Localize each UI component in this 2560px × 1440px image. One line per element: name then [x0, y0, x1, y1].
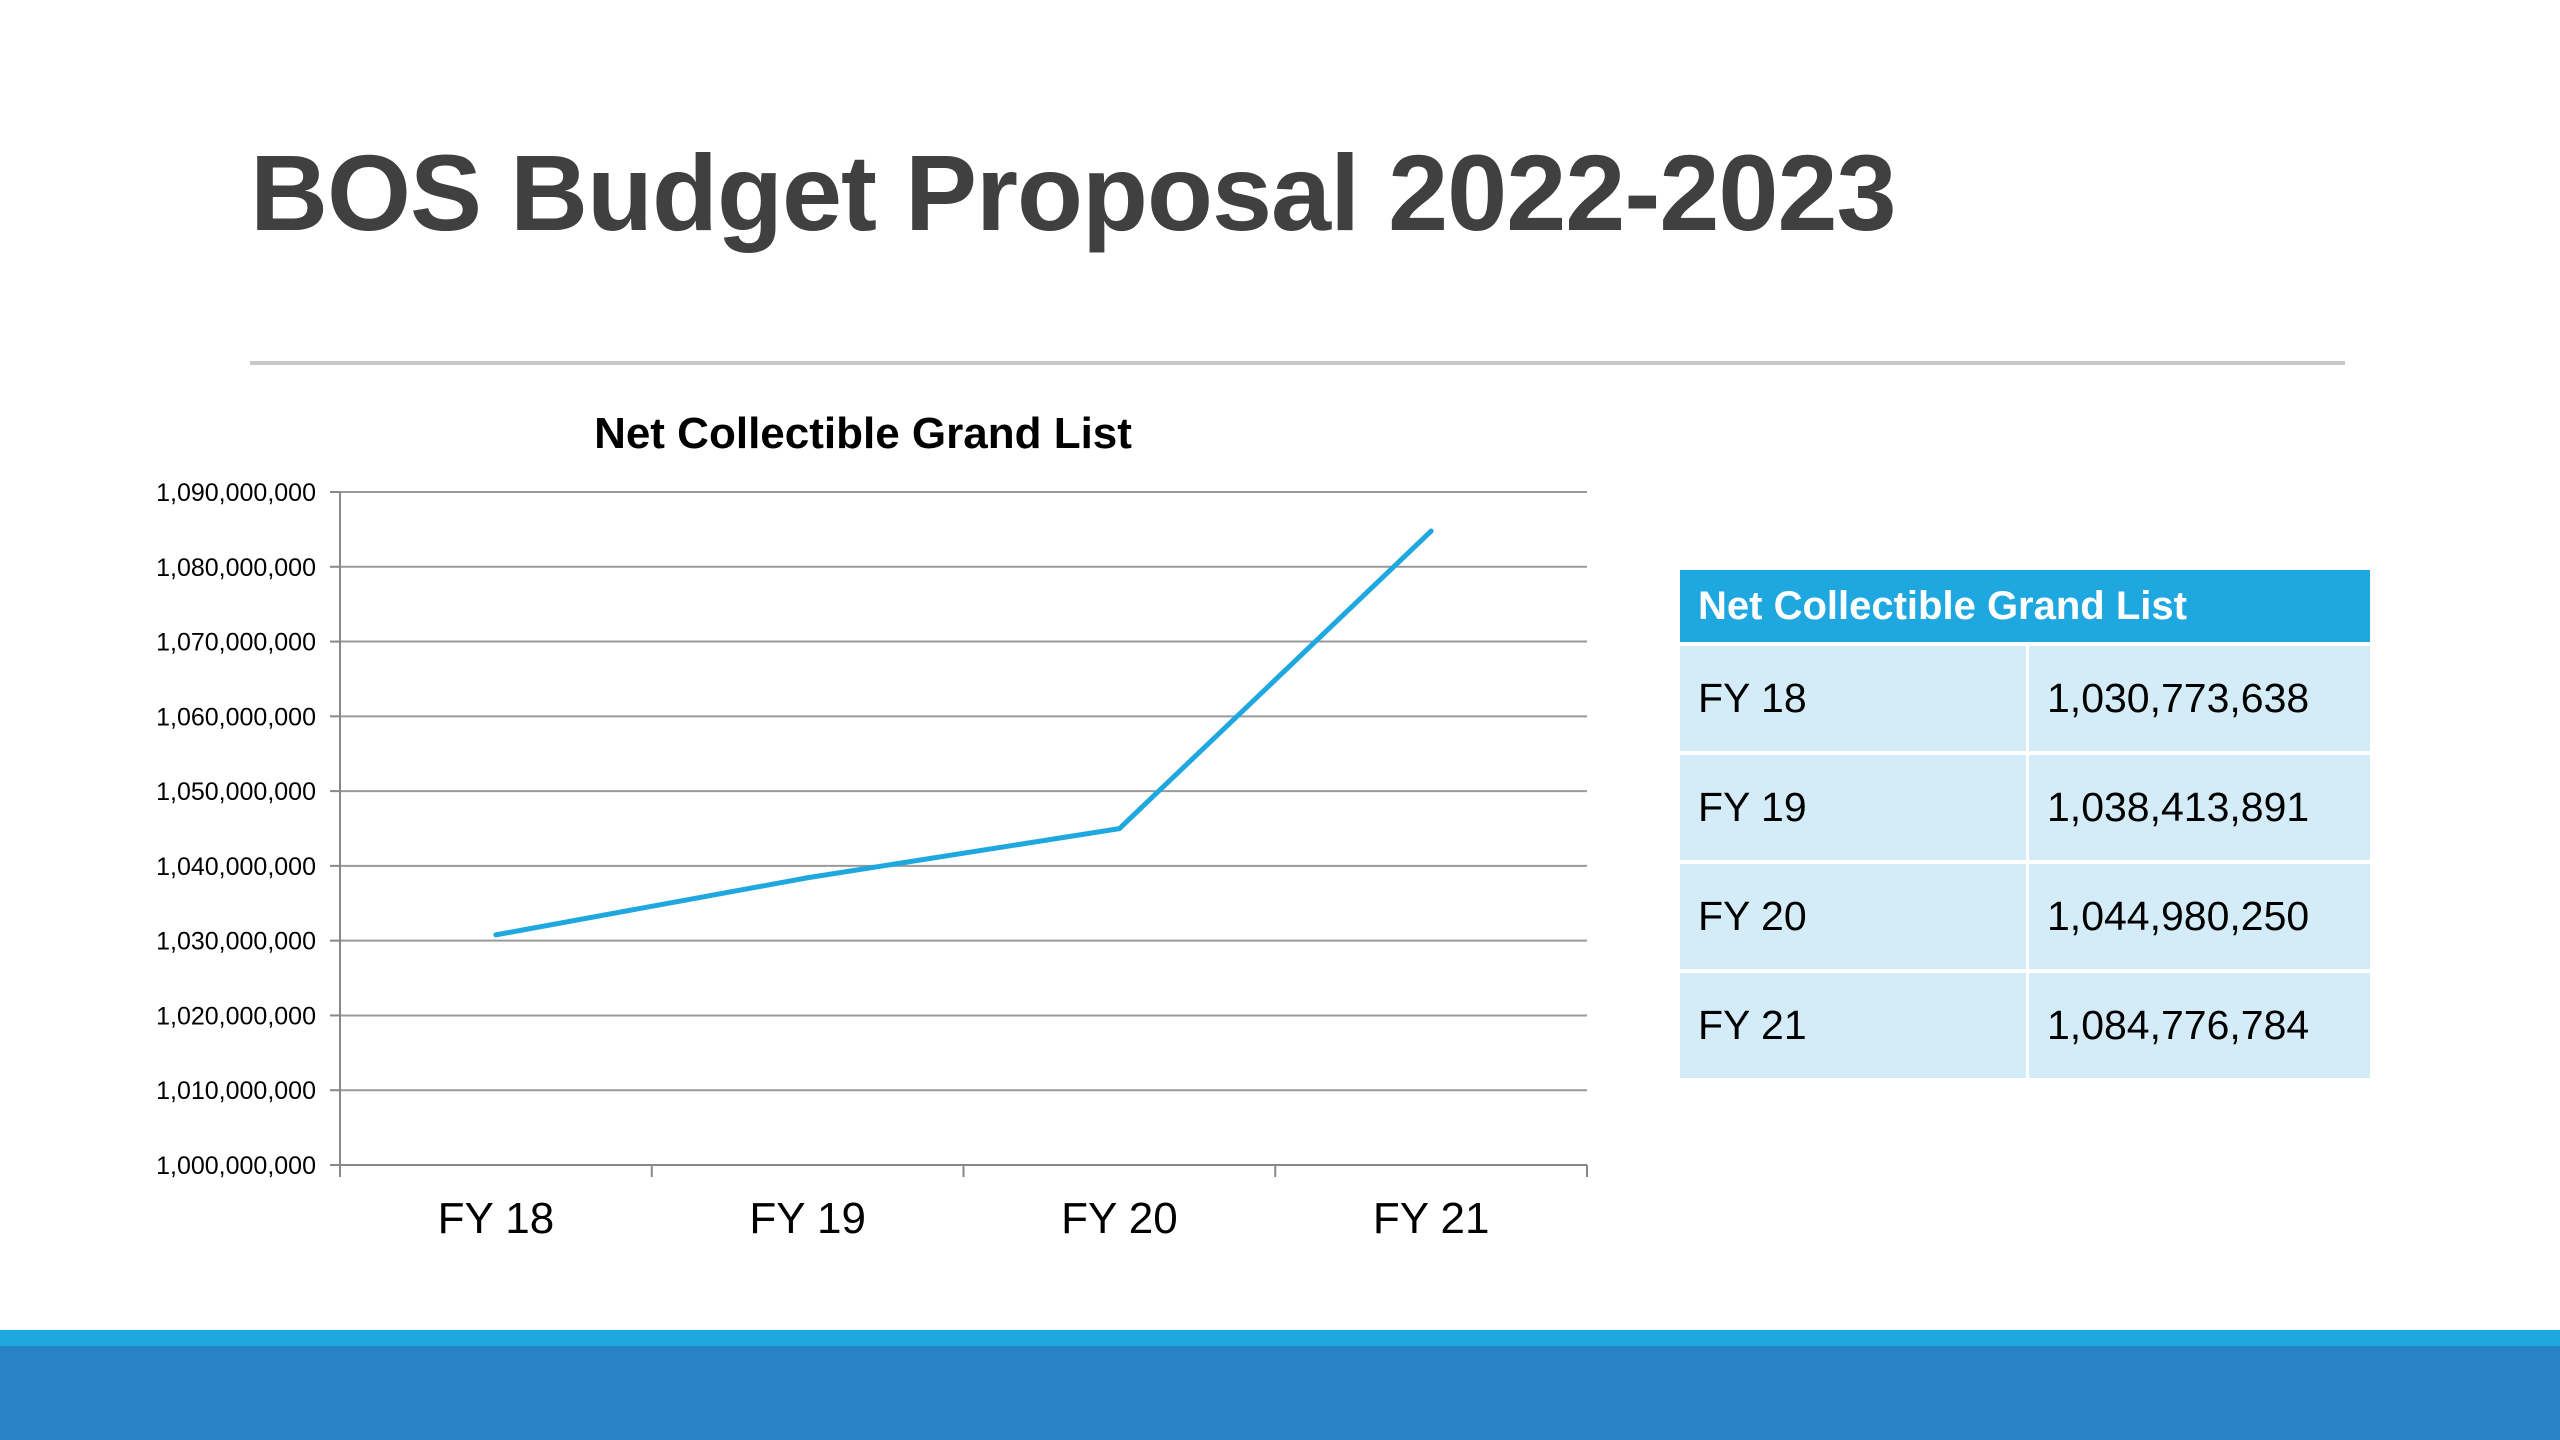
chart-title: Net Collectible Grand List — [594, 409, 1132, 458]
table-row: FY 18 1,030,773,638 — [1680, 644, 2370, 755]
y-tick-label: 1,080,000,000 — [156, 554, 316, 582]
series-layer — [493, 528, 1434, 938]
x-tick-label: FY 19 — [749, 1194, 866, 1243]
data-table: Net Collectible Grand List FY 18 1,030,7… — [1680, 570, 2370, 1082]
footer-accent-bar — [0, 1330, 2560, 1346]
table-row: FY 19 1,038,413,891 — [1680, 753, 2370, 864]
table-header: Net Collectible Grand List — [1680, 570, 2370, 646]
row-value: 1,084,776,784 — [2027, 971, 2370, 1082]
x-tick-label: FY 21 — [1373, 1194, 1490, 1243]
y-tick-label: 1,040,000,000 — [156, 853, 316, 881]
y-tick-label: 1,060,000,000 — [156, 703, 316, 731]
slide-title: BOS Budget Proposal 2022-2023 — [250, 132, 1897, 253]
y-tick-label: 1,000,000,000 — [156, 1152, 316, 1180]
data-point — [805, 875, 811, 881]
x-tick-label: FY 20 — [1061, 1194, 1178, 1243]
row-label: FY 21 — [1680, 971, 2029, 1082]
y-axis-ticks: 1,000,000,000 1,010,000,000 1,020,000,000 1… — [156, 479, 340, 1180]
y-tick-label: 1,020,000,000 — [156, 1002, 316, 1030]
table-row: FY 21 1,084,776,784 — [1680, 971, 2370, 1082]
row-label: FY 19 — [1680, 753, 2029, 864]
line-chart: Net Collectible Grand List 1,000,000,000… — [156, 409, 1588, 1243]
data-point — [1116, 826, 1122, 832]
row-label: FY 18 — [1680, 644, 2029, 755]
table-header-row: Net Collectible Grand List — [1680, 570, 2370, 646]
x-axis-ticks: FY 18 FY 19 FY 20 FY 21 — [339, 1165, 1588, 1243]
footer-bar — [0, 1346, 2560, 1440]
data-point — [1428, 528, 1434, 534]
y-tick-label: 1,030,000,000 — [156, 928, 316, 956]
row-label: FY 20 — [1680, 862, 2029, 973]
series-line — [495, 529, 1433, 938]
title-divider — [250, 361, 2345, 365]
y-tick-label: 1,070,000,000 — [156, 629, 316, 657]
x-tick-label: FY 18 — [438, 1194, 555, 1243]
row-value: 1,030,773,638 — [2027, 644, 2370, 755]
row-value: 1,038,413,891 — [2027, 753, 2370, 864]
table-row: FY 20 1,044,980,250 — [1680, 862, 2370, 973]
axes — [339, 492, 1587, 1166]
y-tick-label: 1,050,000,000 — [156, 778, 316, 806]
gridlines — [340, 491, 1587, 1092]
data-point — [493, 932, 499, 938]
y-tick-label: 1,090,000,000 — [156, 479, 316, 507]
row-value: 1,044,980,250 — [2027, 862, 2370, 973]
y-tick-label: 1,010,000,000 — [156, 1077, 316, 1105]
